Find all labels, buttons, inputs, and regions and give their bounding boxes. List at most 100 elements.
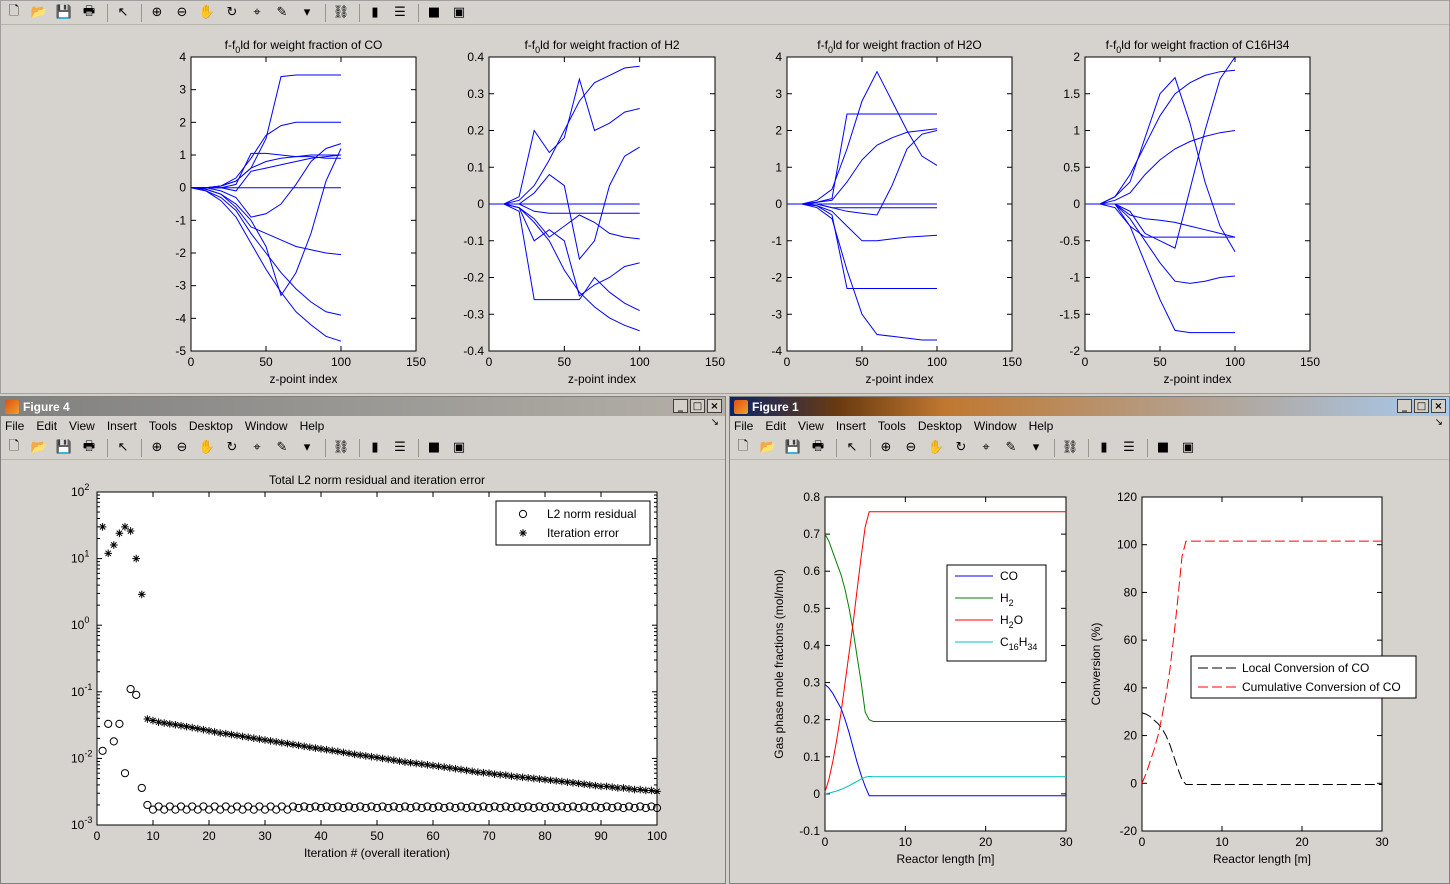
print-icon[interactable]: 🖶 — [811, 438, 825, 454]
open-icon[interactable]: 📂 — [759, 440, 777, 455]
zoom-in-icon[interactable]: ⊕ — [880, 440, 892, 455]
menu-insert[interactable]: Insert — [835, 418, 866, 433]
iteration-error-point — [233, 731, 241, 740]
data-cursor-icon[interactable]: ⌖ — [982, 440, 990, 455]
pan-icon[interactable]: ✋ — [198, 440, 216, 455]
iteration-error-point — [194, 724, 202, 733]
menu-edit[interactable]: Edit — [36, 418, 58, 433]
menu-window[interactable]: Window — [244, 418, 288, 433]
iteration-error-point — [552, 777, 560, 785]
brush-icon[interactable]: ✎ — [276, 440, 288, 455]
toolbar-separator — [107, 438, 108, 457]
rotate-icon[interactable]: ↻ — [955, 440, 967, 455]
iteration-error-point — [143, 715, 152, 723]
pan-icon[interactable]: ✋ — [198, 5, 216, 20]
menu-tools[interactable]: Tools — [877, 418, 906, 433]
series-line — [489, 65, 640, 205]
colorbar-icon[interactable]: ▮ — [1100, 440, 1108, 455]
show-tools-icon[interactable]: ▣ — [452, 440, 466, 455]
menu-edit[interactable]: Edit — [765, 418, 787, 433]
matlab-logo-icon — [734, 399, 748, 414]
y-tick-label: 4 — [775, 50, 782, 64]
show-tools-icon[interactable]: ▣ — [452, 5, 466, 20]
new-icon[interactable]: 🗋 — [8, 3, 20, 19]
save-icon[interactable]: 💾 — [784, 440, 802, 455]
dock-arrow-icon[interactable]: ↘ — [710, 417, 719, 428]
minimize-button[interactable]: _ — [673, 399, 688, 413]
x-tick-label: 150 — [1300, 355, 1320, 369]
residual-point — [619, 803, 628, 813]
open-icon[interactable]: 📂 — [30, 5, 48, 20]
hide-tools-icon[interactable]: ■ — [427, 440, 441, 455]
colorbar-icon[interactable]: ▮ — [371, 5, 379, 20]
menu-file[interactable]: File — [734, 418, 754, 433]
menu-view[interactable]: View — [798, 418, 824, 433]
figure-4-titlebar[interactable]: Figure 4 _ □ × — [1, 397, 725, 416]
new-icon[interactable]: 🗋 — [737, 438, 749, 454]
rotate-icon[interactable]: ↻ — [226, 5, 238, 20]
show-tools-icon[interactable]: ▣ — [1181, 440, 1195, 455]
residual-point — [490, 802, 499, 811]
link-icon[interactable]: ⛓ — [1061, 440, 1079, 455]
menu-help[interactable]: Help — [1028, 418, 1054, 433]
data-cursor-icon[interactable]: ⌖ — [253, 440, 261, 455]
maximize-button[interactable]: □ — [690, 399, 705, 413]
print-icon[interactable]: 🖶 — [82, 438, 96, 454]
hide-tools-icon[interactable]: ■ — [427, 5, 441, 20]
dropdown-icon[interactable]: ▾ — [1032, 440, 1040, 455]
colorbar-icon[interactable]: ▮ — [371, 440, 379, 455]
menu-desktop[interactable]: Desktop — [917, 418, 962, 433]
iteration-error-point — [518, 773, 527, 782]
menu-view[interactable]: View — [69, 418, 95, 433]
legend-subscript: 2 — [1009, 620, 1014, 630]
title-subscript: 0 — [235, 45, 240, 55]
menu-insert[interactable]: Insert — [106, 418, 137, 433]
zoom-out-icon[interactable]: ⊖ — [176, 440, 188, 455]
brush-icon[interactable]: ✎ — [276, 5, 288, 20]
y-tick-label: 3 — [775, 87, 782, 101]
pointer-icon[interactable]: ↖ — [117, 440, 129, 455]
zoom-out-icon[interactable]: ⊖ — [176, 5, 188, 20]
dock-arrow-icon[interactable]: ↘ — [1434, 417, 1443, 428]
new-icon[interactable]: 🗋 — [8, 438, 20, 454]
close-button[interactable]: × — [707, 399, 722, 413]
legend-label: Iteration error — [547, 526, 619, 540]
print-icon[interactable]: 🖶 — [82, 3, 96, 19]
link-icon[interactable]: ⛓ — [332, 440, 350, 455]
maximize-button[interactable]: □ — [1414, 399, 1429, 413]
open-icon[interactable]: 📂 — [30, 440, 48, 455]
x-tick-label: 70 — [482, 829, 496, 843]
close-button[interactable]: × — [1431, 399, 1446, 413]
hide-tools-icon[interactable]: ■ — [1156, 440, 1170, 455]
iteration-error-point — [429, 761, 437, 770]
x-tick-label: 50 — [1153, 355, 1167, 369]
menu-tools[interactable]: Tools — [148, 418, 177, 433]
legend-icon[interactable]: ☰ — [394, 5, 406, 20]
legend-text: CO — [1000, 569, 1018, 583]
save-icon[interactable]: 💾 — [55, 440, 73, 455]
brush-icon[interactable]: ✎ — [1005, 440, 1017, 455]
zoom-out-icon[interactable]: ⊖ — [905, 440, 917, 455]
menu-file[interactable]: File — [5, 418, 25, 433]
pointer-icon[interactable]: ↖ — [846, 440, 858, 455]
data-cursor-icon[interactable]: ⌖ — [253, 5, 261, 20]
menu-window[interactable]: Window — [973, 418, 1017, 433]
dropdown-icon[interactable]: ▾ — [303, 440, 311, 455]
rotate-icon[interactable]: ↻ — [226, 440, 238, 455]
figure-1-titlebar[interactable]: Figure 1 _ □ × — [730, 397, 1449, 416]
menu-desktop[interactable]: Desktop — [188, 418, 233, 433]
legend-icon[interactable]: ☰ — [1123, 440, 1135, 455]
dropdown-icon[interactable]: ▾ — [303, 5, 311, 20]
iteration-error-point — [339, 748, 348, 757]
pointer-icon[interactable]: ↖ — [117, 5, 129, 20]
legend-icon[interactable]: ☰ — [394, 440, 406, 455]
link-icon[interactable]: ⛓ — [332, 5, 350, 20]
pan-icon[interactable]: ✋ — [927, 440, 945, 455]
save-icon[interactable]: 💾 — [55, 5, 73, 20]
minimize-button[interactable]: _ — [1397, 399, 1412, 413]
menu-help[interactable]: Help — [299, 418, 325, 433]
series-line — [191, 154, 341, 189]
x-axis-label: Iteration # (overall iteration) — [304, 846, 450, 860]
zoom-in-icon[interactable]: ⊕ — [151, 5, 163, 20]
zoom-in-icon[interactable]: ⊕ — [151, 440, 163, 455]
